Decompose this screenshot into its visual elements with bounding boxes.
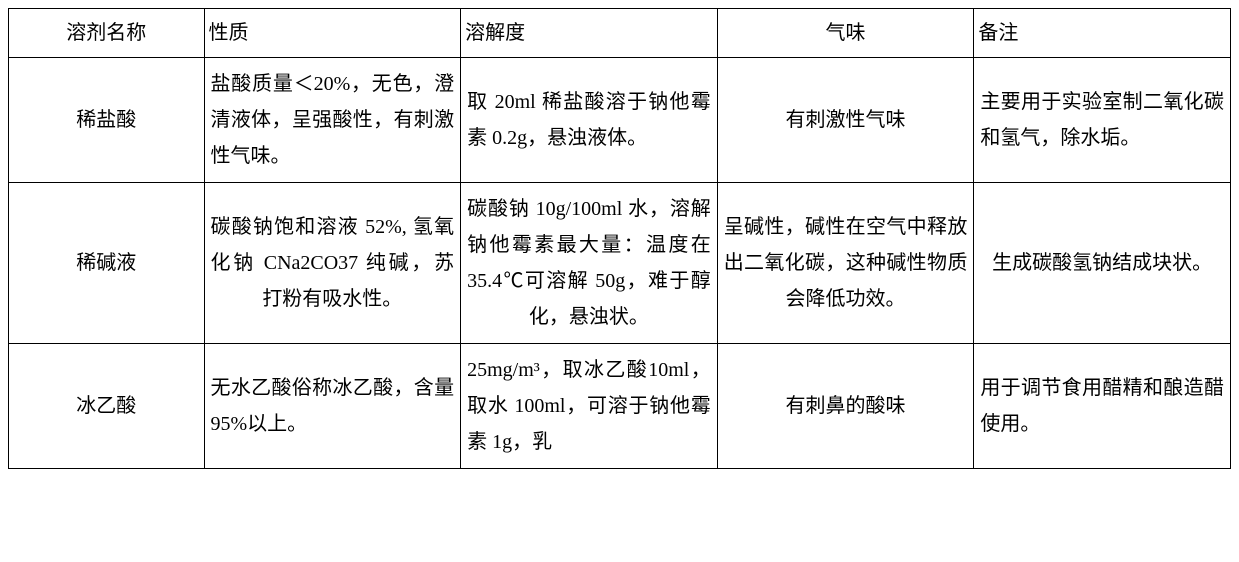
cell-smell: 呈碱性，碱性在空气中释放出二氧化碳，这种碱性物质会降低功效。 <box>717 183 974 344</box>
header-smell: 气味 <box>717 9 974 58</box>
cell-notes: 生成碳酸氢钠结成块状。 <box>974 183 1231 344</box>
header-property: 性质 <box>204 9 461 58</box>
cell-property: 无水乙酸俗称冰乙酸，含量 95%以上。 <box>204 344 461 469</box>
cell-notes: 用于调节食用醋精和酿造醋使用。 <box>974 344 1231 469</box>
cell-solubility: 取 20ml 稀盐酸溶于钠他霉素 0.2g，悬浊液体。 <box>461 58 718 183</box>
cell-property: 盐酸质量＜20%，无色，澄清液体，呈强酸性，有刺激性气味。 <box>204 58 461 183</box>
table-row: 稀碱液 碳酸钠饱和溶液 52%, 氢氧化钠 CNa2CO37 纯碱，苏打粉有吸水… <box>9 183 1231 344</box>
cell-solubility: 碳酸钠 10g/100ml 水，溶解钠他霉素最大量：温度在 35.4℃可溶解 5… <box>461 183 718 344</box>
solvent-table: 溶剂名称 性质 溶解度 气味 备注 稀盐酸 盐酸质量＜20%，无色，澄清液体，呈… <box>8 8 1231 469</box>
cell-property: 碳酸钠饱和溶液 52%, 氢氧化钠 CNa2CO37 纯碱，苏打粉有吸水性。 <box>204 183 461 344</box>
header-name: 溶剂名称 <box>9 9 205 58</box>
cell-name: 稀盐酸 <box>9 58 205 183</box>
cell-name: 冰乙酸 <box>9 344 205 469</box>
cell-smell: 有刺鼻的酸味 <box>717 344 974 469</box>
table-row: 冰乙酸 无水乙酸俗称冰乙酸，含量 95%以上。 25mg/m³，取冰乙酸10ml… <box>9 344 1231 469</box>
table-header-row: 溶剂名称 性质 溶解度 气味 备注 <box>9 9 1231 58</box>
cell-notes: 主要用于实验室制二氧化碳和氢气，除水垢。 <box>974 58 1231 183</box>
header-solubility: 溶解度 <box>461 9 718 58</box>
cell-smell: 有刺激性气味 <box>717 58 974 183</box>
table-row: 稀盐酸 盐酸质量＜20%，无色，澄清液体，呈强酸性，有刺激性气味。 取 20ml… <box>9 58 1231 183</box>
cell-solubility: 25mg/m³，取冰乙酸10ml，取水 100ml，可溶于钠他霉素 1g，乳 <box>461 344 718 469</box>
header-notes: 备注 <box>974 9 1231 58</box>
cell-name: 稀碱液 <box>9 183 205 344</box>
